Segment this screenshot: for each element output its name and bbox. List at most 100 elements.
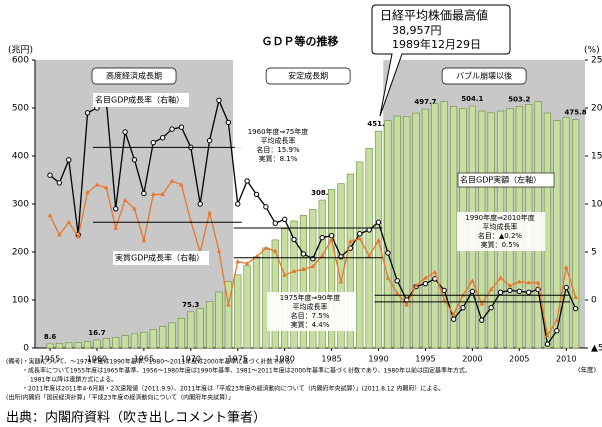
- callout-bubble: [371, 4, 511, 117]
- bar-value-label: 503.2: [508, 95, 530, 103]
- bar: [327, 189, 336, 349]
- x-tick-label: 1985: [321, 355, 341, 364]
- bar: [450, 106, 458, 349]
- marker: [263, 204, 269, 210]
- marker: [357, 236, 363, 241]
- marker: [263, 245, 269, 250]
- bar: [224, 281, 232, 349]
- average-box: [267, 292, 355, 331]
- period-label-box: [91, 67, 177, 85]
- bar: [121, 335, 129, 349]
- marker: [141, 237, 147, 243]
- chart-title: ＧＤＰ等の推移: [262, 34, 339, 48]
- marker: [535, 280, 541, 285]
- bar: [440, 101, 448, 349]
- y-tick-label: 400: [12, 152, 29, 162]
- bar: [187, 311, 195, 349]
- bar: [543, 112, 552, 349]
- marker: [244, 261, 250, 266]
- y-tick-label: 0: [23, 344, 29, 354]
- marker: [122, 129, 128, 135]
- marker: [479, 301, 485, 306]
- average-text: 実質：4.4%: [291, 320, 330, 329]
- marker: [244, 178, 250, 184]
- bar-value-label: 451.7: [367, 120, 389, 128]
- average-text: 1990年度⇒2010年度: [465, 213, 535, 222]
- y2-tick-label: 20: [591, 104, 602, 114]
- x-tick-label: 1990: [368, 355, 388, 364]
- marker: [470, 278, 475, 283]
- y2-tick-label: ▲5: [591, 344, 602, 354]
- y2-tick-label: 5: [591, 248, 597, 258]
- bar: [318, 199, 326, 349]
- marker: [66, 219, 72, 224]
- marker: [178, 124, 185, 130]
- series-label: 実質GDP成長率（右軸）: [115, 253, 204, 263]
- marker: [517, 279, 522, 284]
- y-tick-label: 300: [12, 200, 29, 210]
- average-text: 平均成長率: [261, 136, 296, 145]
- marker: [47, 172, 53, 178]
- average-text: 1960年度⇒75年度: [248, 127, 309, 136]
- callout-text: 1989年12月29日: [392, 37, 481, 51]
- bar: [553, 120, 561, 349]
- marker: [460, 304, 466, 311]
- y-tick-label: 100: [12, 296, 29, 306]
- bar: [55, 343, 64, 349]
- y2-tick-label: 15: [591, 152, 602, 162]
- average-text: 名目：15.9%: [256, 145, 300, 154]
- marker: [226, 302, 231, 307]
- marker: [291, 268, 297, 273]
- marker: [450, 316, 457, 322]
- bar-value-label: 16.7: [88, 329, 105, 337]
- bar: [572, 119, 580, 349]
- marker: [366, 253, 372, 258]
- marker: [272, 220, 278, 226]
- average-box: [457, 212, 545, 251]
- marker: [451, 311, 456, 317]
- marker: [572, 305, 579, 312]
- marker: [122, 197, 128, 202]
- marker: [357, 231, 363, 237]
- marker: [544, 341, 551, 347]
- bar: [393, 115, 401, 349]
- series-label: 名目GDP実額（左軸）: [460, 175, 541, 185]
- bar: [149, 329, 157, 349]
- marker: [545, 333, 550, 338]
- marker: [94, 182, 100, 187]
- average-text: 名目：▲0.2%: [478, 231, 523, 240]
- bar: [281, 228, 289, 349]
- bar: [93, 339, 101, 349]
- marker: [206, 137, 213, 144]
- bar: [365, 148, 373, 349]
- marker: [573, 294, 578, 299]
- period-label-box: [441, 67, 527, 85]
- x-tick-label: 1970: [181, 355, 201, 364]
- series-label-box: [113, 251, 209, 265]
- marker: [150, 191, 156, 197]
- bar: [112, 337, 120, 349]
- bar: [159, 326, 167, 349]
- marker: [160, 191, 165, 197]
- bar: [412, 112, 420, 349]
- marker: [104, 185, 109, 190]
- marker: [329, 237, 334, 242]
- marker: [507, 283, 513, 288]
- bar-value-label: 504.1: [461, 95, 483, 103]
- marker: [469, 288, 476, 295]
- bar: [431, 103, 439, 349]
- marker: [301, 266, 306, 271]
- marker: [348, 238, 353, 244]
- marker: [56, 180, 63, 186]
- marker: [423, 275, 428, 280]
- marker: [497, 289, 504, 296]
- period-label: バブル崩壊以後: [456, 71, 512, 81]
- x-tick-label: 1960: [87, 355, 107, 364]
- bar: [290, 220, 298, 349]
- marker: [159, 135, 166, 141]
- bar-value-label: 8.6: [44, 333, 57, 341]
- marker: [169, 126, 175, 132]
- marker: [516, 288, 523, 295]
- marker: [376, 237, 381, 243]
- marker: [385, 250, 391, 256]
